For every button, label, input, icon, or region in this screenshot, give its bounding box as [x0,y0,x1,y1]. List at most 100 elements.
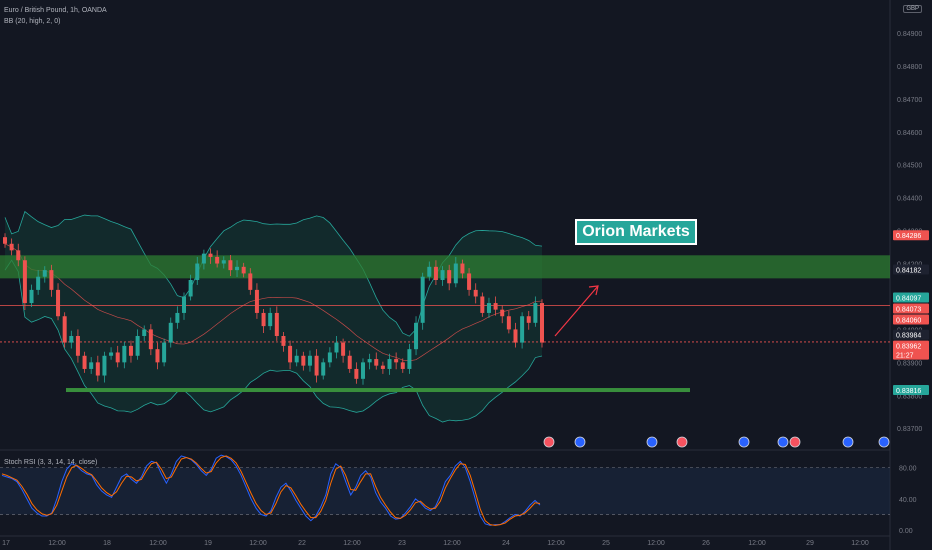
candle-body [162,342,167,363]
time-tick-label: 29 [806,540,814,547]
price-tick-label: 0.83800 [897,393,922,400]
price-tick-label: 0.84500 [897,163,922,170]
candle-body [16,250,21,261]
candle-body [540,303,544,343]
candle-body [288,345,293,363]
candle-body [148,329,153,350]
price-label-text: 0.83816 [896,388,921,395]
candle-body [341,342,346,356]
event-icon-circle [543,436,555,448]
annotation-arrow [554,285,599,337]
candle-body [407,349,412,369]
price-label-text: 0.84097 [896,295,921,302]
candle-body [433,266,438,280]
candle-body [29,289,34,304]
time-tick-label: 17 [2,540,10,547]
candle-body [400,362,405,369]
candle-body [506,316,511,330]
candle-body [520,316,525,343]
candle-body [420,276,425,323]
candle-body [347,355,352,369]
price-tick-label: 0.84700 [897,97,922,104]
price-label-box [893,314,929,325]
candle-body [380,365,385,369]
stoch-d-line [1,455,541,526]
candle-body [533,303,538,323]
candle-body [321,362,326,376]
bollinger-basis-line [4,243,543,362]
candle-body [155,349,160,363]
candle-body [254,289,259,313]
price-label-box [893,292,929,303]
chart-title: Euro / British Pound, 1h, OANDA [4,7,107,14]
price-label-text: 0.83984 [896,333,921,340]
candle-body [361,362,365,379]
candle-body [414,322,419,350]
candle-body [427,266,432,277]
time-tick-label: 25 [602,540,610,547]
candle-body [228,260,233,271]
time-tick-label: 12:00 [343,540,361,547]
candle-body [268,312,273,327]
price-label-box [893,329,929,340]
candle-body [195,263,200,280]
candle-body [500,309,505,317]
candle-body [447,270,452,284]
candle-body [513,329,518,343]
price-tick-label: 0.84400 [897,196,922,203]
candle-body [215,256,220,264]
candle-body [82,355,87,369]
candle-body [122,345,127,363]
time-tick-label: 23 [398,540,406,547]
time-tick-label: 22 [298,540,306,547]
candle-body [281,336,286,346]
candle-body [42,270,47,277]
candle-body [208,253,213,257]
candle-body [168,322,173,343]
time-tick-label: 12:00 [48,540,66,547]
event-icon [574,436,586,448]
time-tick-label: 12:00 [851,540,869,547]
candle-body [109,352,114,356]
time-tick-label: 26 [702,540,710,547]
candle-body [56,289,61,317]
candle-body [307,355,312,366]
event-icon [738,436,750,448]
time-tick-label: 12:00 [249,540,267,547]
event-icon [878,436,890,448]
candle-body [115,352,120,363]
price-label-text: 0.84073 [896,306,921,313]
price-label-text: 0.84286 [896,233,921,240]
candle-body [142,329,147,336]
candle-body [135,336,140,356]
price-tick-label: 0.84800 [897,64,922,71]
candle-body [453,263,458,284]
event-icon-circle [646,436,658,448]
time-tick-label: 12:00 [748,540,766,547]
candle-body [128,345,133,356]
candle-body [301,355,306,366]
candle-body [248,273,253,290]
time-tick-label: 19 [204,540,212,547]
candle-body [467,273,472,290]
price-label-box [893,230,929,241]
time-tick-label: 12:00 [443,540,461,547]
event-icon-circle [878,436,890,448]
candle-body [493,303,498,310]
time-tick-label: 18 [103,540,111,547]
candle-body [49,270,54,290]
currency-badge[interactable]: GBP [903,5,922,13]
bollinger-upper-line [4,210,543,337]
candle-body [95,362,100,376]
bollinger-legend: BB (20, high, 2, 0) [4,18,61,25]
stoch-rsi-legend: Stoch RSI (3, 3, 14, 14, close) [4,459,98,466]
candle-body [62,316,67,343]
time-tick-label: 12:00 [149,540,167,547]
candle-body [261,312,266,327]
event-icon-circle [574,436,586,448]
event-icon [676,436,688,448]
candle-body [486,303,491,313]
candle-body [374,359,379,366]
candle-body [473,289,478,297]
